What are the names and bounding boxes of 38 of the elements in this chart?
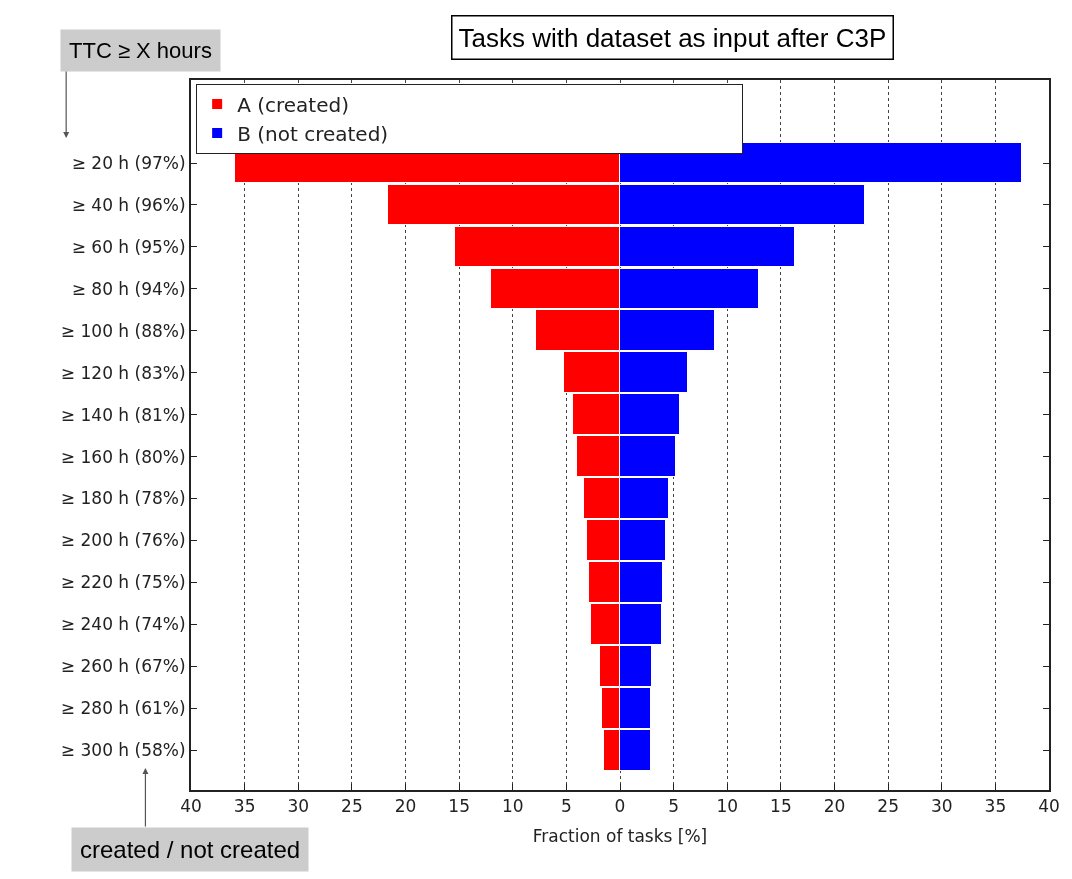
y-tick-label: ≥ 20 h (97%): [71, 152, 186, 173]
x-tick-label: 25: [877, 796, 899, 817]
y-tick-label: ≥ 100 h (88%): [60, 320, 186, 341]
text: TTC ≥ X hours: [69, 38, 212, 63]
x-tick-label: 5: [560, 796, 572, 817]
y-tick-label: ≥ 260 h (67%): [60, 656, 186, 677]
text: created / not created: [80, 836, 301, 863]
x-tick-label: 25: [341, 796, 363, 817]
x-tick-label: 10: [716, 796, 739, 817]
x-axis-title: Fraction of tasks [%]: [532, 826, 708, 847]
x-tick-label: 35: [984, 796, 1007, 817]
y-tick-label: ≥ 60 h (95%): [71, 236, 186, 257]
y-tick-label: ≥ 140 h (81%): [60, 404, 186, 425]
x-tick-label: 35: [233, 796, 256, 817]
legend-label: B (not created): [237, 121, 389, 146]
x-tick-label: 40: [180, 796, 202, 817]
x-tick-label: 30: [930, 796, 953, 817]
legend-label: A (created): [237, 92, 349, 117]
y-tick-label: ≥ 240 h (74%): [60, 614, 186, 635]
y-tick-label: ≥ 120 h (83%): [60, 362, 186, 383]
y-tick-label: ≥ 40 h (96%): [71, 194, 186, 215]
x-tick-label: 15: [448, 796, 470, 817]
y-tick-label: ≥ 280 h (61%): [60, 698, 186, 719]
x-tick-label: 5: [668, 796, 680, 817]
x-tick-label: 10: [501, 796, 524, 817]
y-tick-label: ≥ 300 h (58%): [60, 740, 186, 761]
y-tick-label: ≥ 80 h (94%): [71, 278, 186, 299]
y-tick-label: ≥ 220 h (75%): [60, 572, 186, 593]
x-tick-label: 0: [614, 796, 626, 817]
y-tick-label: ≥ 160 h (80%): [60, 446, 186, 467]
x-tick-label: 40: [1038, 796, 1060, 817]
y-tick-label: ≥ 200 h (76%): [60, 530, 186, 551]
y-tick-label: ≥ 180 h (78%): [60, 488, 186, 509]
x-tick-label: 15: [770, 796, 792, 817]
chart-title: Tasks with dataset as input after C3P: [458, 22, 887, 53]
x-tick-label: 30: [287, 796, 310, 817]
x-tick-label: 20: [823, 796, 846, 817]
x-tick-label: 20: [394, 796, 417, 817]
